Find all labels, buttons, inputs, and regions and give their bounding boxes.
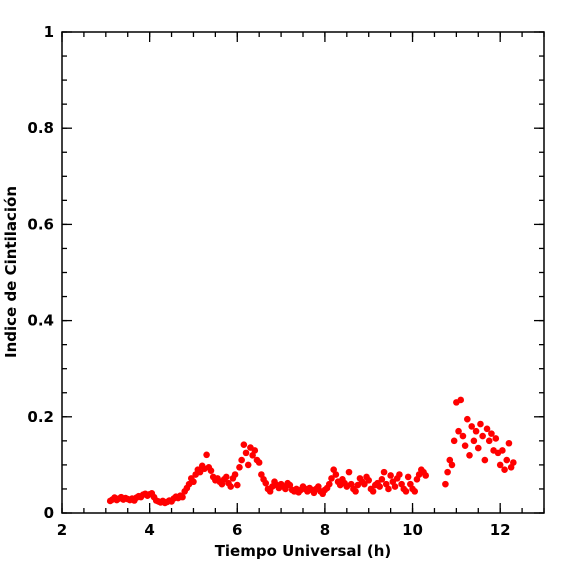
data-point: [510, 459, 517, 466]
data-point: [385, 485, 392, 493]
data-point: [387, 472, 394, 479]
data-point: [488, 430, 495, 437]
y-tick-label: 0.2: [27, 408, 54, 426]
data-point: [505, 439, 513, 447]
data-point: [492, 435, 500, 442]
data-point: [483, 425, 491, 433]
data-point: [402, 488, 410, 495]
data-point: [481, 456, 489, 464]
data-point: [474, 444, 482, 452]
x-tick-label: 12: [490, 521, 511, 539]
data-point: [477, 420, 484, 428]
data-point: [361, 480, 368, 488]
data-point: [422, 472, 429, 479]
x-tick-label: 6: [232, 521, 242, 539]
y-tick-label: 0.8: [27, 119, 54, 137]
y-axis-label: Indice de Cintilación: [2, 186, 20, 358]
data-point: [238, 456, 245, 464]
data-point: [466, 451, 473, 459]
data-point: [332, 471, 340, 478]
data-point: [404, 473, 412, 481]
data-point: [457, 396, 465, 404]
data-point: [227, 483, 234, 490]
data-point: [240, 441, 248, 448]
data-point: [244, 461, 252, 469]
data-point: [501, 466, 508, 474]
data-point: [236, 464, 243, 471]
data-point: [485, 437, 493, 445]
data-point: [499, 447, 506, 454]
data-point: [450, 437, 458, 445]
data-point: [391, 483, 399, 490]
data-point: [468, 423, 476, 430]
x-axis-label: Tiempo Universal (h): [215, 542, 392, 560]
data-point: [207, 467, 215, 474]
data-point: [325, 480, 333, 488]
y-tick-label: 0.4: [27, 312, 54, 330]
data-point: [378, 476, 386, 483]
data-point: [459, 432, 467, 440]
data-point: [479, 432, 486, 440]
data-point: [255, 459, 263, 466]
data-point: [231, 471, 239, 478]
data-point: [496, 461, 504, 469]
data-point: [282, 485, 289, 493]
data-point: [444, 468, 451, 476]
data-point: [470, 437, 478, 445]
data-point: [203, 451, 210, 459]
y-tick-label: 0: [44, 504, 54, 522]
data-point: [461, 442, 469, 449]
y-tick-label: 1: [44, 23, 54, 41]
x-tick-label: 10: [402, 521, 423, 539]
data-point: [503, 456, 511, 464]
data-point: [380, 468, 388, 476]
data-point: [251, 447, 259, 454]
y-tick-label: 0.6: [27, 215, 54, 233]
x-tick-label: 2: [57, 521, 67, 539]
data-point: [223, 473, 230, 481]
data-point: [262, 479, 270, 487]
data-point: [345, 468, 353, 476]
data-point: [396, 471, 403, 478]
data-point: [376, 483, 383, 490]
data-point: [448, 461, 456, 469]
data-point: [365, 476, 373, 484]
data-point: [352, 488, 359, 495]
data-point: [369, 488, 377, 495]
data-point: [233, 481, 241, 489]
data-point: [464, 415, 471, 423]
data-point: [472, 427, 480, 435]
data-point: [190, 478, 197, 486]
data-point: [242, 449, 250, 457]
x-tick-label: 4: [144, 521, 154, 539]
data-point: [179, 493, 186, 501]
data-point: [442, 480, 449, 488]
x-tick-label: 8: [320, 521, 330, 539]
data-point: [411, 488, 419, 495]
data-point: [455, 427, 462, 435]
data-point: [328, 475, 335, 482]
